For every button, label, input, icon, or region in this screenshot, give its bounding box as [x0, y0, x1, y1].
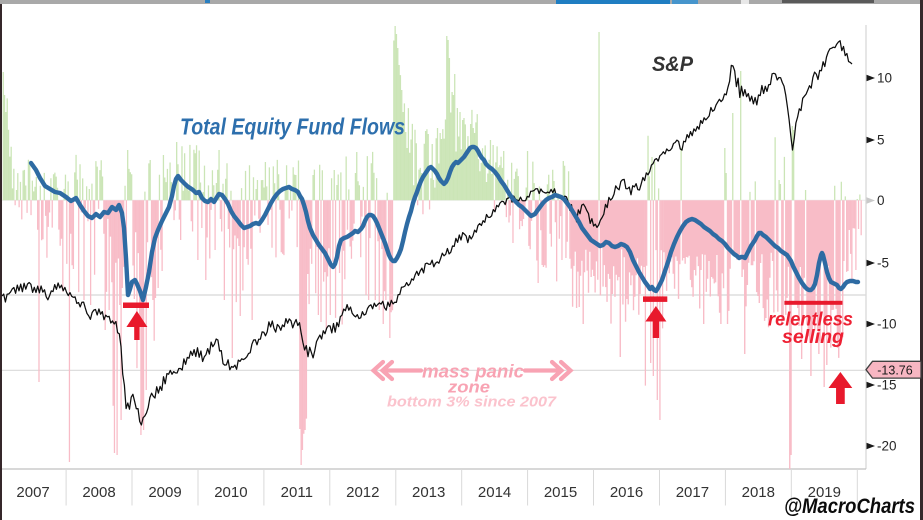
svg-text:2012: 2012 [346, 484, 379, 501]
svg-text:5: 5 [877, 133, 885, 148]
svg-text:10: 10 [877, 71, 892, 86]
svg-text:-13.76: -13.76 [877, 363, 912, 377]
svg-text:2011: 2011 [281, 484, 313, 501]
svg-text:2018: 2018 [742, 484, 775, 501]
svg-text:0: 0 [877, 193, 885, 208]
svg-text:2017: 2017 [676, 484, 709, 501]
svg-text:2009: 2009 [148, 484, 181, 501]
svg-text:-15: -15 [877, 378, 897, 393]
svg-text:-20: -20 [877, 439, 897, 454]
svg-text:@MacroCharts: @MacroCharts [784, 495, 915, 518]
svg-text:zone: zone [447, 379, 490, 397]
svg-text:2014: 2014 [478, 484, 511, 501]
svg-text:2016: 2016 [610, 484, 643, 501]
svg-text:2007: 2007 [16, 484, 49, 501]
svg-text:selling: selling [782, 327, 844, 348]
svg-text:relentless: relentless [768, 310, 853, 331]
svg-text:mass panic: mass panic [422, 362, 524, 382]
svg-text:-5: -5 [877, 256, 889, 271]
svg-text:2015: 2015 [544, 484, 577, 501]
svg-text:Total Equity Fund Flows: Total Equity Fund Flows [180, 114, 405, 140]
svg-text:S&P: S&P [652, 53, 694, 76]
svg-text:2019: 2019 [808, 484, 841, 501]
svg-text:2013: 2013 [412, 484, 445, 501]
svg-text:2010: 2010 [214, 484, 247, 501]
svg-text:bottom 3% since 2007: bottom 3% since 2007 [387, 394, 557, 411]
svg-text:-10: -10 [877, 317, 897, 332]
svg-text:2008: 2008 [82, 484, 115, 501]
